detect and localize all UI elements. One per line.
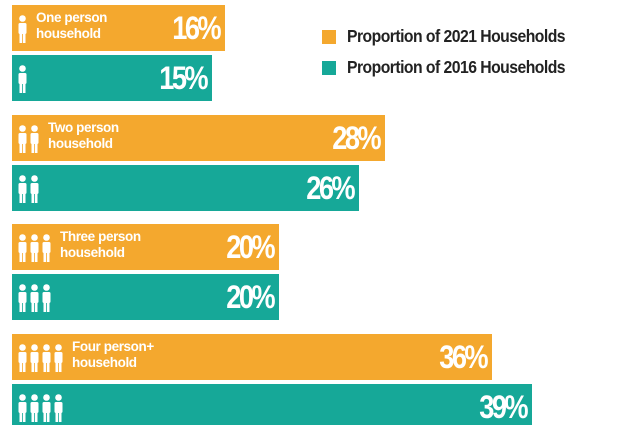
person-icon — [42, 284, 51, 312]
person-icons — [18, 343, 63, 372]
legend-item: Proportion of 2016 Households — [322, 57, 589, 78]
person-icons — [18, 174, 39, 203]
category-label: One person household — [36, 10, 108, 41]
category-label: Three person household — [60, 229, 141, 260]
legend-item: Proportion of 2021 Households — [322, 26, 589, 47]
value-label: 15% — [159, 60, 208, 96]
bar: Two person household 28% — [12, 114, 386, 161]
category-label: Four person+ household — [72, 338, 154, 370]
person-icon — [18, 393, 27, 422]
person-icon — [18, 284, 27, 312]
legend-swatch — [322, 29, 336, 44]
person-icon — [54, 393, 63, 422]
person-icon — [30, 234, 39, 262]
person-icon — [30, 124, 39, 153]
person-icon — [42, 393, 51, 422]
person-icons — [18, 284, 51, 312]
person-icon — [30, 174, 39, 203]
legend-label: Proportion of 2021 Households — [347, 26, 566, 46]
person-icon — [30, 343, 39, 372]
person-icon — [42, 234, 51, 262]
person-icons — [18, 393, 63, 422]
bar: 20% — [12, 274, 279, 320]
value-label: 16% — [172, 10, 221, 46]
person-icon — [30, 284, 39, 312]
person-icons — [18, 15, 27, 43]
value-label: 36% — [439, 338, 488, 375]
person-icon — [42, 343, 51, 372]
legend-swatch — [322, 60, 336, 75]
person-icon — [18, 65, 27, 93]
person-icon — [18, 234, 27, 262]
value-label: 28% — [332, 119, 381, 156]
person-icon — [18, 124, 27, 153]
bar: 39% — [12, 383, 532, 425]
value-label: 20% — [225, 279, 275, 315]
person-icon — [54, 343, 63, 372]
person-icon — [18, 343, 27, 372]
person-icon — [30, 393, 39, 422]
bar: Four person+ household 36% — [12, 333, 492, 380]
person-icon — [18, 15, 27, 43]
bar: One person household 16% — [12, 5, 226, 51]
category-label: Two person household — [48, 119, 119, 151]
value-label: 26% — [305, 169, 355, 206]
person-icons — [18, 234, 51, 262]
bar: 26% — [12, 164, 359, 211]
bar: Three person household 20% — [12, 224, 279, 270]
value-label: 20% — [225, 229, 275, 265]
person-icons — [18, 124, 39, 153]
person-icon — [18, 174, 27, 203]
legend-label: Proportion of 2016 Households — [347, 57, 566, 77]
person-icons — [18, 65, 27, 93]
bar: 15% — [12, 55, 212, 101]
value-label: 39% — [479, 388, 528, 425]
